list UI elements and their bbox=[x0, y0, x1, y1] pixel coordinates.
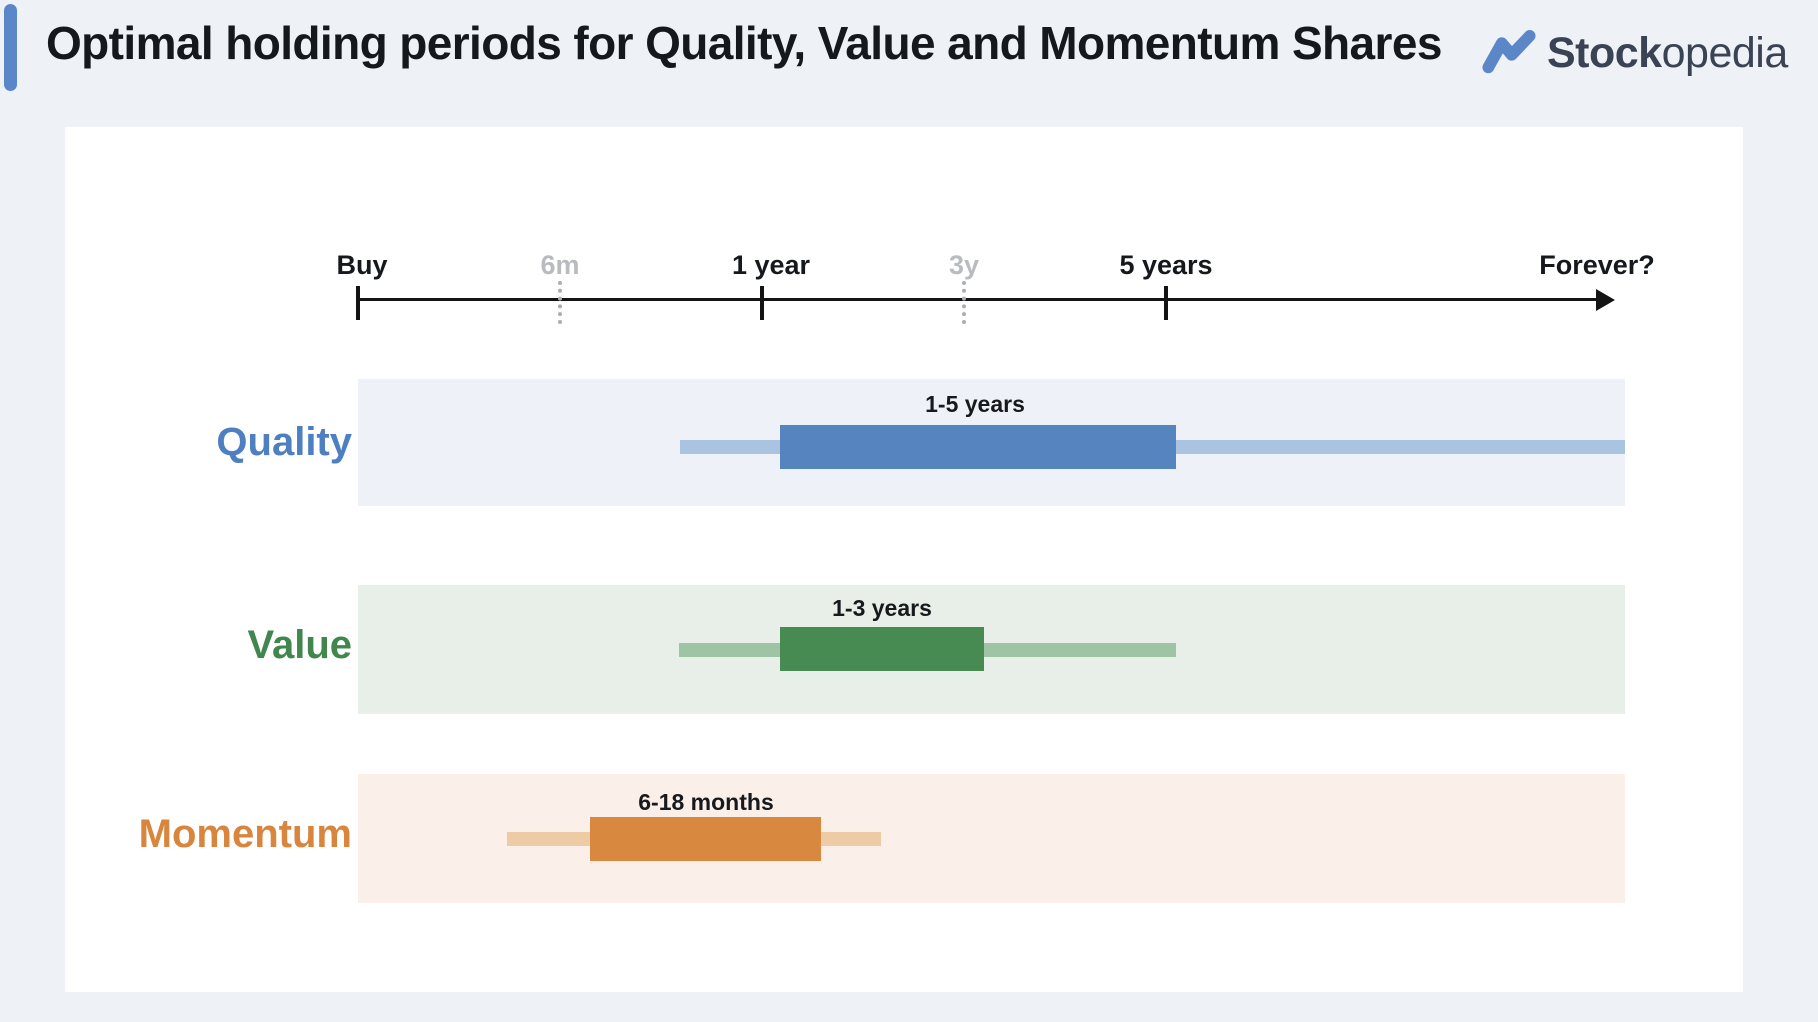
tick-label-1-year: 1 year bbox=[731, 250, 811, 280]
value-core-range-bar bbox=[780, 627, 984, 671]
tick-label-6m: 6m bbox=[540, 250, 580, 280]
tick-1-year bbox=[760, 286, 764, 320]
logo-text-light: opedia bbox=[1661, 28, 1789, 77]
trend-up-zigzag-icon bbox=[1482, 30, 1536, 74]
logo-text-bold: Stock bbox=[1547, 28, 1662, 77]
quality-range-annotation: 1-5 years bbox=[925, 391, 1025, 417]
logo-text: Stockopedia bbox=[1547, 29, 1788, 78]
stockopedia-logo: Stockopedia bbox=[1482, 24, 1788, 82]
header-accent-bar bbox=[4, 4, 17, 91]
chart-card: Buy 6m 1 year 3y 5 years Forever? Qualit… bbox=[65, 127, 1743, 992]
tick-buy bbox=[356, 286, 360, 320]
tick-3y-dotted bbox=[962, 281, 966, 324]
momentum-range-annotation: 6-18 months bbox=[638, 789, 774, 815]
page-title: Optimal holding periods for Quality, Val… bbox=[46, 17, 1442, 69]
quality-core-range-bar bbox=[780, 425, 1176, 469]
timeline-axis bbox=[358, 298, 1598, 301]
tick-6m-dotted bbox=[558, 281, 562, 324]
tick-label-3y: 3y bbox=[948, 250, 980, 280]
value-range-annotation: 1-3 years bbox=[832, 595, 932, 621]
momentum-core-range-bar bbox=[590, 817, 821, 861]
tick-label-buy: Buy bbox=[336, 250, 388, 280]
arrow-right-icon bbox=[1596, 288, 1615, 311]
tick-label-5-years: 5 years bbox=[1119, 250, 1213, 280]
momentum-row-label: Momentum bbox=[138, 812, 352, 856]
tick-label-forever: Forever? bbox=[1539, 250, 1655, 280]
value-row-label: Value bbox=[247, 623, 352, 667]
tick-5-years bbox=[1164, 286, 1168, 320]
quality-row-label: Quality bbox=[216, 420, 352, 464]
